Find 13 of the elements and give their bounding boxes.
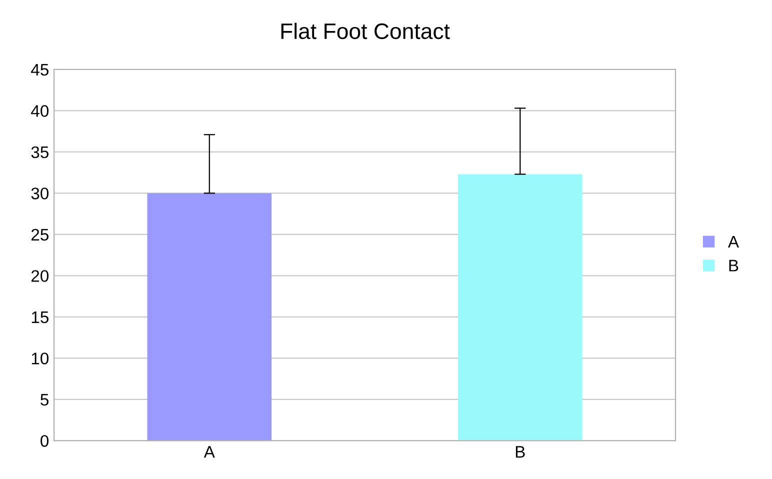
y-tick-label: 25 (31, 228, 48, 241)
legend-label: A (728, 236, 740, 248)
legend-label: B (729, 260, 738, 272)
y-tick-label: 15 (32, 312, 48, 324)
y-tick-label: 20 (31, 270, 49, 282)
y-tick-label: 5 (40, 394, 48, 406)
y-tick-label: 35 (31, 146, 48, 158)
y-tick-label: 10 (32, 352, 49, 364)
y-tick-label: 45 (31, 64, 48, 76)
y-tick-label: 30 (31, 188, 49, 200)
y-tick-label: 0 (40, 435, 49, 447)
chart-title: Flat Foot Contact (281, 22, 450, 40)
y-tick-label: 40 (31, 105, 49, 117)
